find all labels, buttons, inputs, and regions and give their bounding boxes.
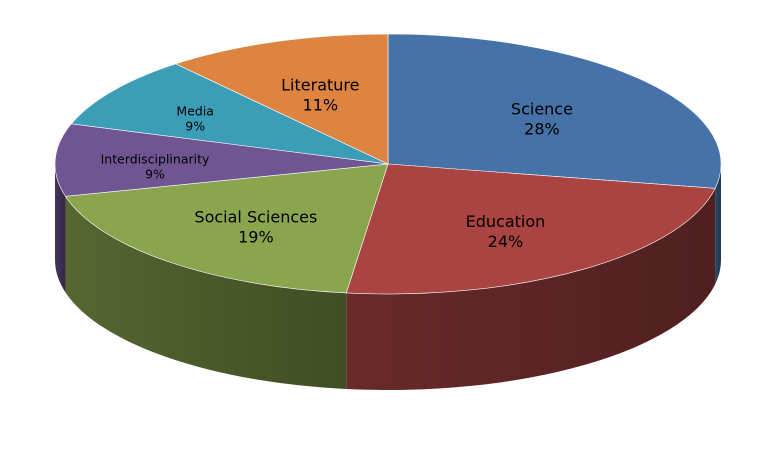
slice-label-literature: Literature (281, 76, 359, 95)
slice-label-education: Education (466, 212, 546, 231)
pie-slice-science (387, 33, 722, 189)
slice-label-interdisciplinarity: Interdisciplinarity (101, 152, 210, 167)
pie-slice-interdisciplinarity (54, 123, 389, 197)
slice-value-interdisciplinarity: 9% (145, 167, 165, 182)
pie-side-shade-science (715, 164, 721, 285)
pie-sides (55, 164, 721, 390)
pie-side-shade-education (346, 188, 716, 390)
slice-label-social-sciences: Social Sciences (194, 208, 317, 227)
pie-side-shade-interdisciplinarity (55, 164, 66, 293)
slice-value-media: 9% (185, 118, 205, 133)
pie-side-shade-social-sciences (65, 196, 347, 389)
slice-label-media: Media (176, 103, 214, 118)
slice-label-science: Science (511, 99, 573, 118)
pie-slice-literature (174, 33, 389, 165)
slice-value-literature: 11% (303, 96, 339, 115)
pie-slice-media (70, 63, 389, 165)
slice-value-education: 24% (488, 232, 524, 251)
slice-value-social-sciences: 19% (238, 228, 274, 247)
pie-tops (54, 33, 722, 295)
slice-value-science: 28% (524, 119, 560, 138)
pie-slice-education (345, 163, 716, 295)
pie-slice-social-sciences (64, 163, 389, 294)
